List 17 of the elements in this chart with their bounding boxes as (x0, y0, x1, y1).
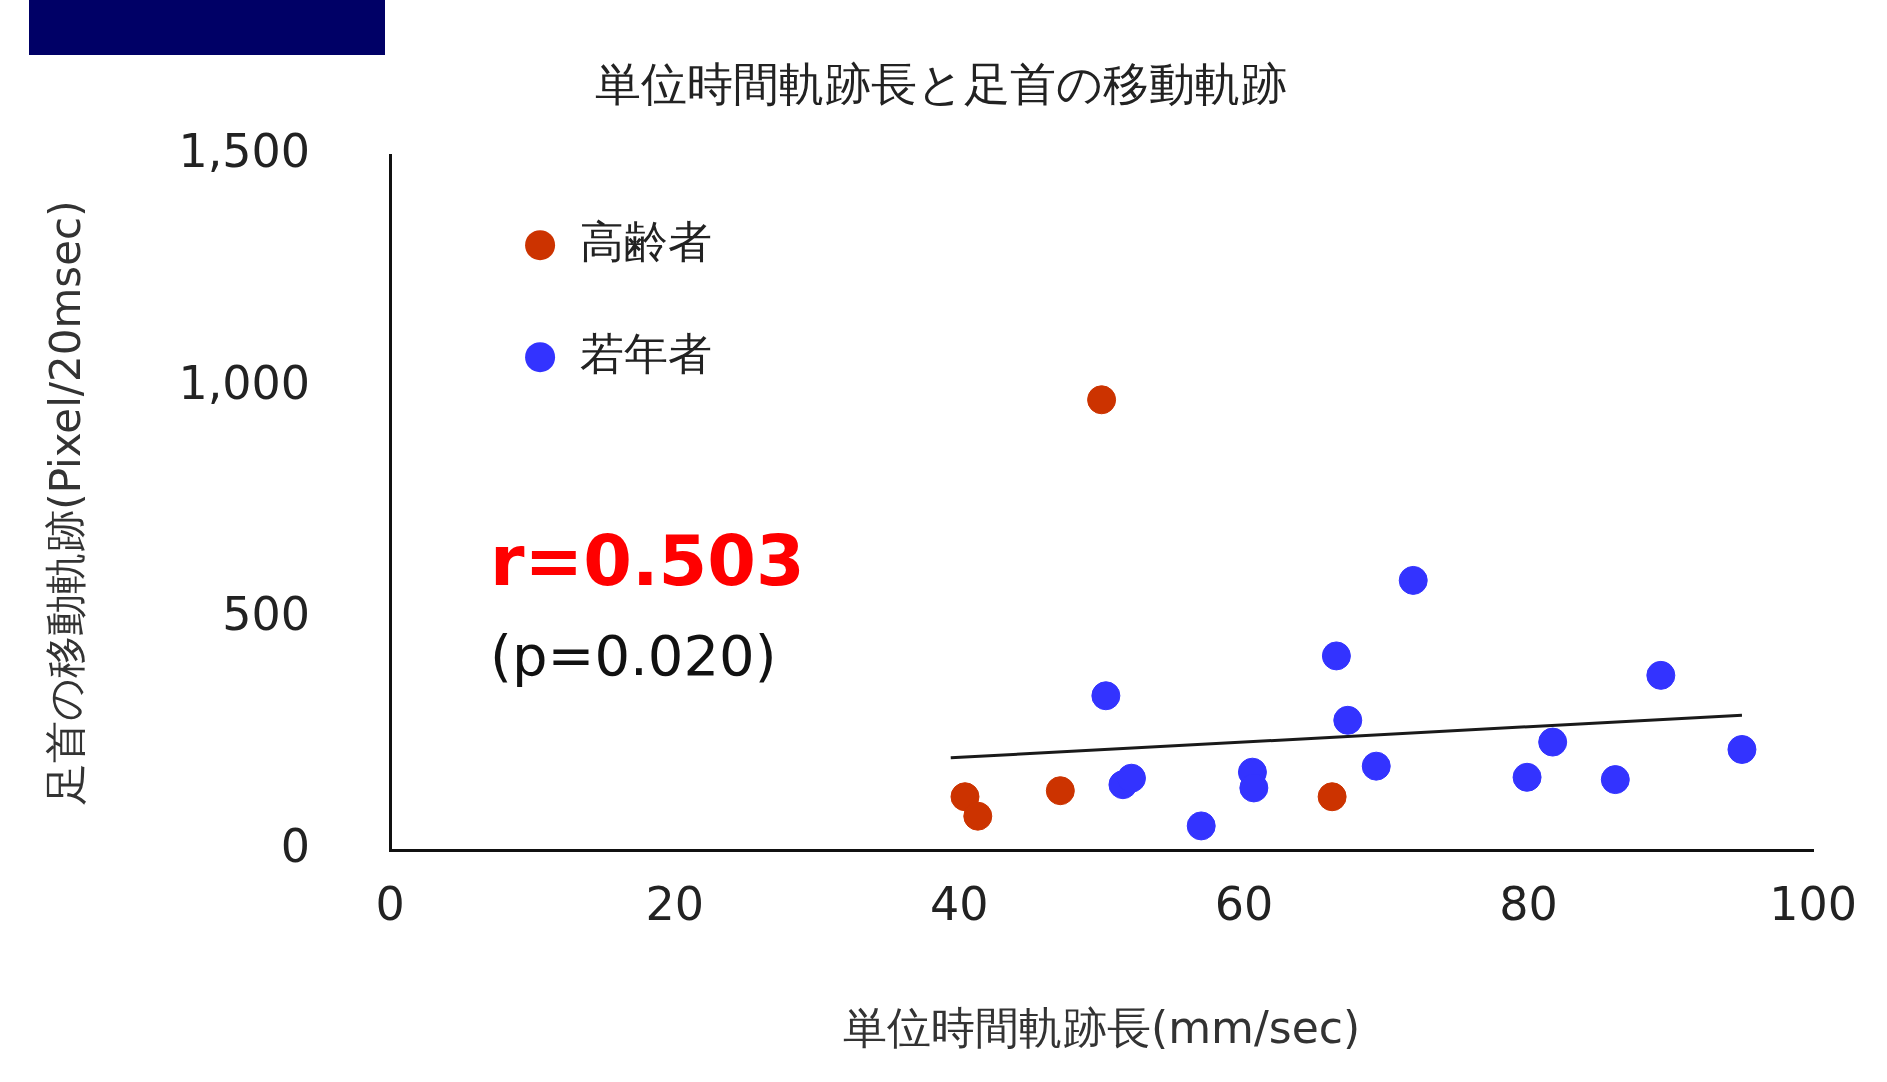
x-tick-label: 60 (1214, 876, 1274, 931)
y-tick-label: 1,000 (178, 355, 311, 410)
y-tick-label: 0 (280, 818, 311, 873)
annotation: r=0.503 (490, 520, 805, 603)
x-axis-title: 単位時間軌跡長(mm/sec) (843, 1002, 1361, 1054)
x-tick-label: 40 (930, 876, 989, 931)
y-axis-title: 足首の移動軌跡(Pixel/20msec) (41, 200, 91, 805)
legend-label: 若年者 (580, 327, 713, 379)
x-tick-label: 20 (645, 876, 704, 931)
y-tick-label: 1,500 (178, 124, 311, 179)
x-tick-label: 0 (375, 876, 405, 931)
x-tick-label: 100 (1769, 876, 1858, 931)
annotation: (p=0.020) (490, 623, 777, 689)
chart-title: 単位時間軌跡長と足首の移動軌跡 (595, 56, 1287, 111)
x-tick-label: 80 (1499, 876, 1558, 931)
y-tick-label: 500 (222, 587, 311, 642)
legend-label: 高齢者 (580, 215, 713, 267)
